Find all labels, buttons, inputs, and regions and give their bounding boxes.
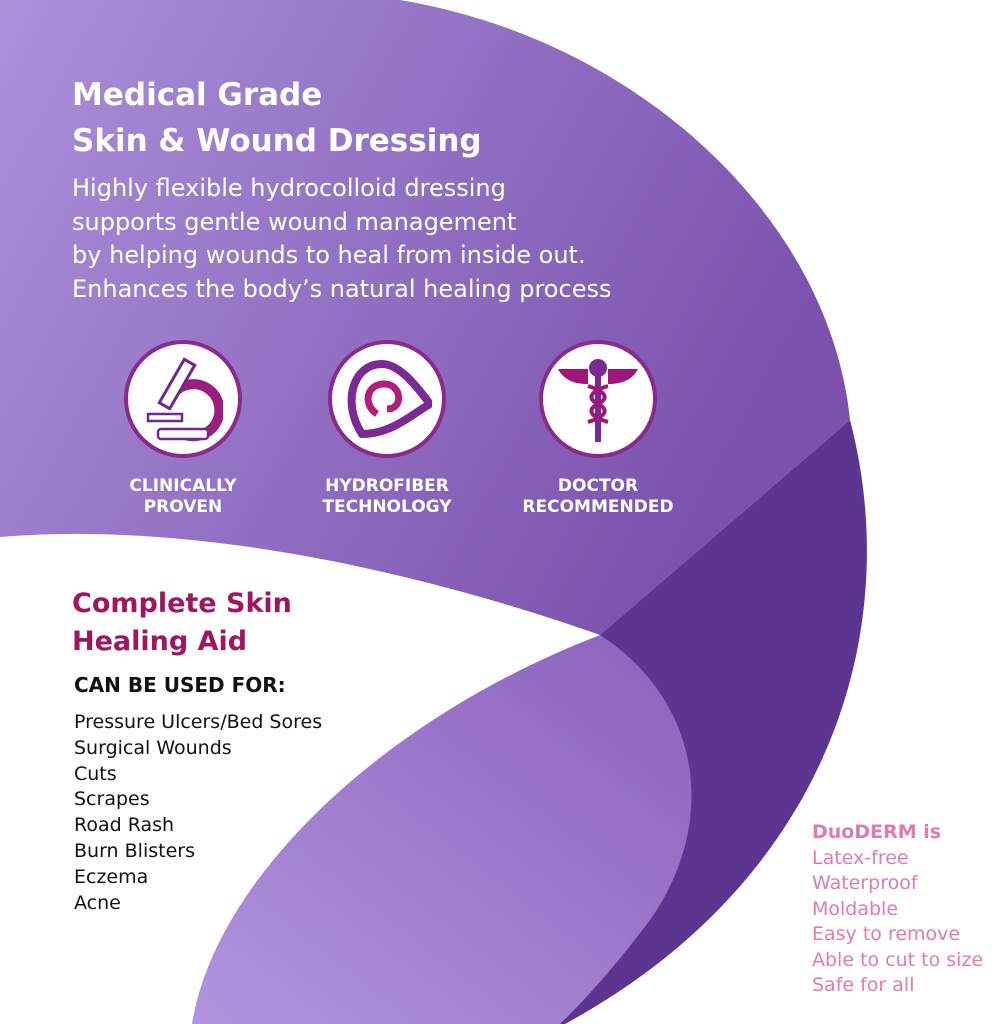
aid-heading-line: Complete Skin — [72, 588, 292, 619]
feature-clinically-proven: CLINICALLY PROVEN — [73, 340, 293, 518]
list-item: Able to cut to size — [812, 948, 984, 971]
feature-doctor-recommended: DOCTOR RECOMMENDED — [488, 340, 708, 518]
page-title: Medical Grade Skin & Wound Dressing — [72, 72, 482, 164]
properties-heading: DuoDERM is — [812, 821, 942, 843]
list-item: Pressure Ulcers/Bed Sores — [74, 711, 323, 733]
list-item: Eczema — [74, 865, 149, 888]
title-line-2: Skin & Wound Dressing — [72, 123, 482, 159]
description-line: supports gentle wound management — [72, 207, 517, 236]
feature-hydrofiber-technology: HYDROFIBER TECHNOLOGY — [277, 340, 497, 518]
list-item: Latex-free — [812, 846, 909, 869]
properties-list: DuoDERM is Latex-free Waterproof Moldabl… — [812, 820, 983, 999]
hydrofiber-swirl-icon — [328, 340, 446, 458]
feature-label: HYDROFIBER — [325, 476, 449, 496]
uses-heading: CAN BE USED FOR: — [74, 673, 286, 697]
list-item: Road Rash — [74, 814, 175, 837]
feature-label: PROVEN — [143, 497, 223, 517]
feature-label: RECOMMENDED — [522, 497, 674, 517]
description: Highly flexible hydrocolloid dressing su… — [72, 172, 611, 306]
lower-ribbon — [192, 635, 692, 1024]
feature-label: DOCTOR — [557, 476, 639, 496]
description-line: by helping wounds to heal from inside ou… — [72, 241, 586, 269]
aid-heading: Complete Skin Healing Aid — [72, 585, 292, 661]
list-item: Burn Blisters — [74, 839, 195, 862]
description-line: Enhances the body’s natural healing proc… — [72, 274, 612, 303]
microscope-icon — [124, 340, 242, 458]
list-item: Cuts — [74, 762, 117, 785]
feature-label: TECHNOLOGY — [322, 497, 452, 517]
list-item: Easy to remove — [812, 923, 961, 945]
list-item: Safe for all — [812, 974, 915, 996]
upper-ribbon — [0, 0, 850, 635]
title-line-1: Medical Grade — [72, 77, 323, 113]
list-item: Waterproof — [812, 872, 918, 894]
feature-label: CLINICALLY — [129, 476, 237, 496]
list-item: Moldable — [812, 897, 899, 920]
list-item: Scrapes — [74, 788, 150, 811]
caduceus-icon — [539, 340, 657, 458]
description-line: Highly flexible hydrocolloid dressing — [72, 174, 506, 202]
list-item: Acne — [74, 891, 121, 914]
uses-list: Pressure Ulcers/Bed Sores Surgical Wound… — [74, 710, 322, 916]
aid-heading-line: Healing Aid — [72, 626, 248, 657]
list-item: Surgical Wounds — [74, 736, 232, 759]
